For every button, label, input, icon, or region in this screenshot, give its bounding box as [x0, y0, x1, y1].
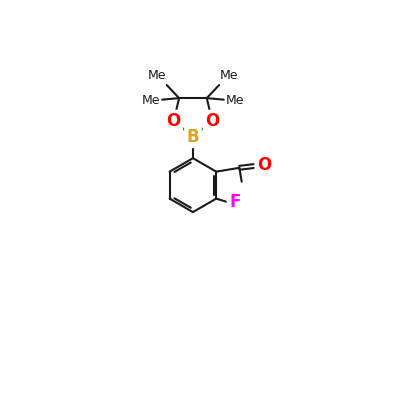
Text: Me: Me — [225, 94, 244, 107]
Text: O: O — [166, 112, 181, 130]
Text: Me: Me — [147, 69, 166, 82]
Text: O: O — [257, 157, 271, 175]
Text: O: O — [205, 112, 220, 130]
Text: B: B — [186, 128, 199, 146]
Text: Me: Me — [142, 94, 161, 107]
Text: Me: Me — [220, 69, 238, 82]
Text: F: F — [229, 193, 240, 212]
